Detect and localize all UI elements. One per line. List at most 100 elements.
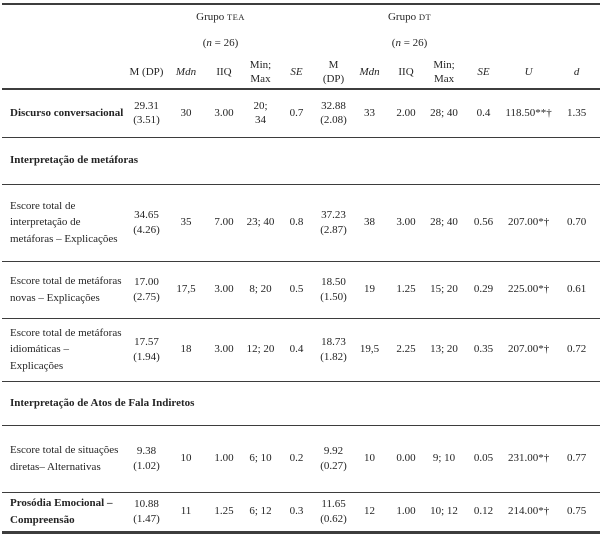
stat-cell: 20; 34 [243, 89, 278, 138]
stat-cell: 0.4 [463, 89, 505, 138]
stat-cell: 1.00 [396, 505, 416, 518]
group-header-row: Grupo TEA Grupo DT [2, 4, 600, 30]
stat-cell: 9.92 (0.27) [315, 425, 353, 493]
stat-cell: 214.00*† [507, 505, 550, 518]
stat-cell: 12 [364, 505, 376, 518]
column-header: Mdn [352, 56, 388, 90]
column-header: M (DP) [315, 56, 353, 90]
sample-size-dt: (n = 26) [315, 30, 504, 56]
stat-cell: 118.50**† [504, 89, 554, 138]
group-name: DT [418, 12, 432, 23]
stat-cell: 0.29 [463, 261, 505, 319]
stat-cell: 0.12 [473, 505, 494, 518]
stat-cell: 0.05 [463, 425, 505, 493]
empty-cell [504, 30, 600, 56]
stat-cell: 18.73 (1.82) [315, 318, 353, 382]
stat-cell: 17.57 (1.94) [126, 318, 167, 382]
stat-cell: 17.00 (2.75) [126, 261, 167, 319]
stat-cell: 2.00 [387, 89, 426, 138]
stat-cell: 11.65 (0.62) [320, 498, 347, 525]
paren: ( [202, 36, 207, 49]
table-row: Escore total de metáforas idiomáticas – … [2, 318, 601, 382]
stat-cell: 0.2 [278, 425, 316, 493]
group-prefix: Grupo [387, 11, 417, 24]
paren: ( [391, 36, 396, 49]
table-row: Prosódia Emocional – Compreensão 10.88 (… [2, 492, 600, 532]
stat-cell: 9; 10 [425, 425, 464, 493]
stat-cell: 10; 12 [430, 505, 458, 518]
column-header: SE [278, 56, 316, 90]
stat-cell: 10 [167, 425, 205, 493]
group-prefix: Grupo [196, 11, 225, 24]
row-label: Escore total de situações diretas– Alter… [2, 425, 126, 493]
stat-cell: 6; 10 [243, 425, 278, 493]
stat-cell: 10 [352, 425, 388, 493]
section-row: Interpretação de metáforas [2, 137, 601, 185]
stat-cell: 38 [352, 184, 388, 262]
stat-cell: 7.00 [205, 184, 243, 262]
stat-cell: 2.25 [387, 318, 426, 382]
group-header-dt: Grupo DT [315, 4, 504, 30]
stat-cell: 3.00 [387, 184, 426, 262]
stat-cell: 3.00 [205, 318, 243, 382]
corner-cell [2, 56, 126, 90]
row-label: Discurso conversacional [2, 89, 126, 138]
stat-cell: 225.00*† [504, 261, 554, 319]
stat-cell: 34.65 (4.26) [126, 184, 167, 262]
stat-cell: 0.72 [553, 318, 601, 382]
stat-cell: 231.00*† [504, 425, 554, 493]
stat-cell: 0.8 [278, 184, 316, 262]
stat-cell: 0.75 [566, 505, 587, 518]
table-row: Escore total de situações diretas– Alter… [2, 425, 601, 493]
stat-cell: 33 [352, 89, 388, 138]
stat-cell: 0.00 [387, 425, 426, 493]
stat-cell: 1.25 [214, 505, 234, 518]
stat-cell: 10.88 (1.47) [133, 498, 160, 525]
table-row: Escore total de metáforas novas – Explic… [2, 261, 601, 319]
stat-cell: 0.70 [553, 184, 601, 262]
stat-cell: 8; 20 [243, 261, 278, 319]
column-header: IIQ [387, 56, 426, 90]
stat-cell: 0.3 [289, 505, 304, 518]
stat-cell: 1.00 [205, 425, 243, 493]
section-row: Interpretação de Atos de Fala Indiretos [2, 381, 601, 426]
stat-cell: 0.4 [278, 318, 316, 382]
sample-size-row: (n = 26) (n = 26) [2, 30, 600, 56]
stat-cell: 29.31 (3.51) [126, 89, 167, 138]
table-row: Discurso conversacional 29.31 (3.51) 30 … [2, 89, 601, 138]
stat-cell: 0.35 [463, 318, 505, 382]
column-header: M (DP) [126, 56, 167, 90]
n-symbol: n [206, 36, 212, 49]
stat-cell: 17,5 [167, 261, 205, 319]
column-header: IIQ [205, 56, 243, 90]
stat-cell: 19 [352, 261, 388, 319]
stat-cell: 18 [167, 318, 205, 382]
stat-cell: 37.23 (2.87) [315, 184, 353, 262]
stat-cell: 6; 12 [249, 505, 272, 518]
stat-cell: 11 [180, 505, 192, 518]
empty-cell [504, 4, 600, 30]
stat-cell: 207.00*† [504, 318, 554, 382]
stat-cell: 207.00*† [504, 184, 554, 262]
section-label: Interpretação de metáforas [2, 137, 601, 185]
n-value: = 26) [211, 36, 239, 49]
column-header: d [553, 56, 601, 90]
row-label: Escore total de interpretação de metáfor… [2, 184, 126, 262]
n-symbol: n [395, 36, 401, 49]
stat-cell: 23; 40 [243, 184, 278, 262]
stat-cell: 35 [167, 184, 205, 262]
row-label: Escore total de metáforas idiomáticas – … [2, 318, 126, 382]
statistics-table: Grupo TEA Grupo DT (n = 26) (n = 26) M (… [2, 3, 601, 534]
table-row: Escore total de interpretação de metáfor… [2, 184, 601, 262]
stat-cell: 3.00 [205, 89, 243, 138]
stat-cell: 1.25 [387, 261, 426, 319]
column-header: Min; Max [243, 56, 278, 90]
table-header: Grupo TEA Grupo DT (n = 26) (n = 26) M (… [2, 4, 601, 90]
row-label: Prosódia Emocional – Compreensão [10, 497, 113, 526]
corner-cell [2, 4, 126, 30]
table-body: Discurso conversacional 29.31 (3.51) 30 … [2, 89, 601, 532]
stat-cell: 28; 40 [425, 184, 464, 262]
stat-cell: 0.61 [553, 261, 601, 319]
stat-cell: 15; 20 [425, 261, 464, 319]
